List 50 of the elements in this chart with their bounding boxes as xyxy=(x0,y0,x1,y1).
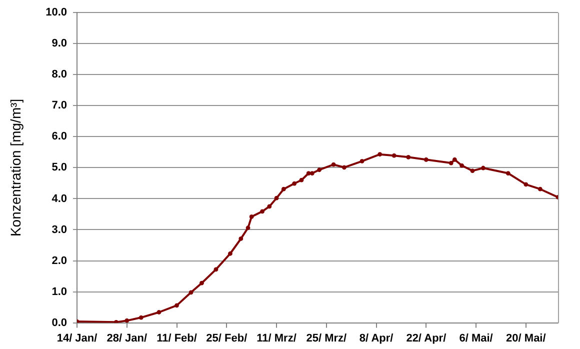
y-axis-title: Konzentration [mg/m³] xyxy=(7,98,24,237)
x-tick-label: 20/ Mai/ xyxy=(506,332,546,344)
x-tick-label: 8/ Apr/ xyxy=(359,332,394,344)
y-tick-label: 9.0 xyxy=(52,38,67,50)
point xyxy=(480,166,486,170)
x-tick-label: 22/ Apr/ xyxy=(406,332,446,344)
point xyxy=(292,181,297,186)
point xyxy=(317,168,322,172)
point xyxy=(448,160,454,166)
point xyxy=(200,280,204,286)
point xyxy=(538,186,542,192)
point xyxy=(470,168,475,173)
point xyxy=(331,162,336,167)
y-tick-label: 0.0 xyxy=(52,316,67,329)
point xyxy=(452,157,457,162)
point xyxy=(214,267,218,272)
x-tick-label: 25/ Feb/ xyxy=(206,332,248,344)
point xyxy=(506,171,510,176)
y-tick-label: 7.0 xyxy=(52,100,67,112)
y-tick-label: 8.0 xyxy=(52,68,67,81)
y-tick-label: 1.0 xyxy=(52,286,67,298)
point xyxy=(138,315,144,320)
point xyxy=(299,178,304,182)
x-tick-label: 28/ Jan/ xyxy=(106,332,148,344)
point xyxy=(524,182,528,187)
point xyxy=(424,157,428,162)
x-tick-label: 11/ Mrz/ xyxy=(256,332,296,344)
point xyxy=(156,310,162,314)
point xyxy=(360,158,364,164)
point xyxy=(460,163,464,168)
y-tick-label: 5.0 xyxy=(52,162,67,174)
point xyxy=(188,290,194,295)
point xyxy=(378,152,382,157)
point xyxy=(406,154,411,160)
point xyxy=(124,318,130,323)
point xyxy=(174,303,179,308)
y-tick-label: 3.0 xyxy=(52,224,67,236)
point xyxy=(310,171,314,176)
point xyxy=(342,165,346,170)
y-tick-label: 10.0 xyxy=(46,6,67,19)
y-tick-label: 4.0 xyxy=(52,192,67,205)
point xyxy=(228,251,232,256)
x-tick-label: 11/ Feb/ xyxy=(156,332,197,344)
point xyxy=(392,153,396,158)
x-tick-label: 6/ Mai/ xyxy=(459,332,493,344)
x-tick-label: 25/ Mrz/ xyxy=(306,332,347,344)
point xyxy=(114,320,118,323)
x-tick-label: 14/ Jan/ xyxy=(56,332,98,344)
y-tick-label: 2.0 xyxy=(52,254,67,267)
y-tick-label: 6.0 xyxy=(52,130,67,143)
